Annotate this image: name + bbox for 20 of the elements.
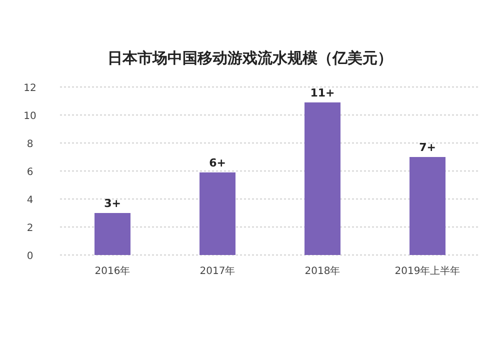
x-tick-label: 2017年	[200, 265, 236, 277]
y-tick-label: 6	[26, 167, 34, 178]
x-tick-label: 2018年	[304, 265, 340, 277]
bar	[94, 213, 130, 255]
bar	[410, 157, 446, 255]
bar	[200, 172, 236, 255]
y-tick-label: 0	[26, 251, 34, 262]
y-tick-label: 10	[24, 111, 36, 122]
y-tick-label: 12	[24, 83, 36, 94]
x-tick-label: 2019年上半年	[394, 265, 460, 277]
chart-title: 日本市场中国移动游戏流水规模（亿美元）	[108, 49, 392, 67]
data-label: 11+	[310, 86, 335, 100]
y-tick-label: 2	[26, 223, 34, 234]
x-tick-label: 2016年	[94, 265, 130, 277]
data-label: 3+	[104, 197, 121, 210]
y-tick-label: 4	[26, 195, 34, 206]
data-label: 7+	[419, 141, 436, 154]
bar	[304, 102, 340, 255]
data-label: 6+	[209, 156, 226, 170]
y-tick-label: 8	[26, 139, 34, 150]
